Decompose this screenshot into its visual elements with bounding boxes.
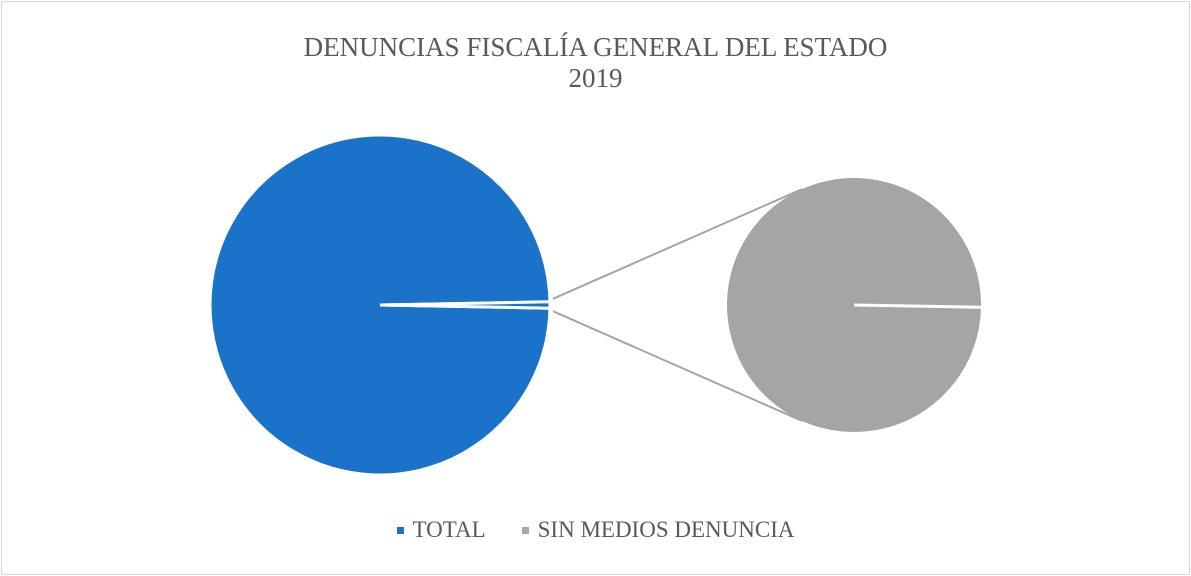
connector-line-bottom xyxy=(552,310,803,422)
legend: TOTAL SIN MEDIOS DENUNCIA xyxy=(2,517,1189,543)
chart-subtitle: 2019 xyxy=(568,63,623,93)
pie-slice-split xyxy=(379,300,552,310)
legend-label-sin-medios: SIN MEDIOS DENUNCIA xyxy=(537,517,795,542)
connector-line-top xyxy=(552,188,803,300)
legend-swatch-total xyxy=(396,526,404,534)
chart-title-block: DENUNCIAS FISCALÍA GENERAL DEL ESTADO 20… xyxy=(2,32,1189,94)
legend-swatch-sin-medios xyxy=(521,526,529,534)
legend-item-total: TOTAL xyxy=(396,517,486,543)
chart-title: DENUNCIAS FISCALÍA GENERAL DEL ESTADO xyxy=(303,32,888,62)
legend-label-total: TOTAL xyxy=(412,517,486,542)
secondary-pie-separator xyxy=(853,303,982,309)
legend-item-sin-medios: SIN MEDIOS DENUNCIA xyxy=(521,517,795,543)
